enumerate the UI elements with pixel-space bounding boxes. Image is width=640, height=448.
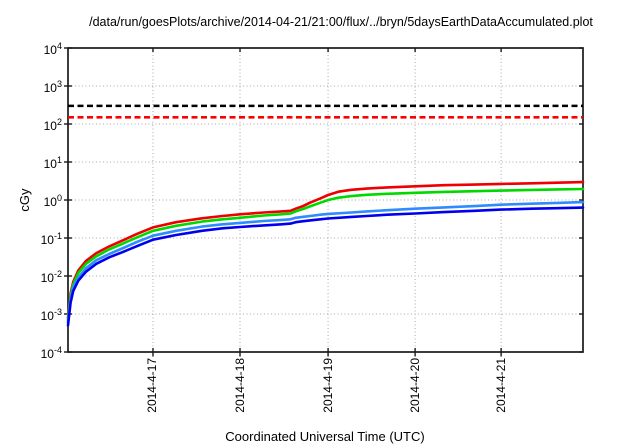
y-tick-label: 10-3	[40, 307, 62, 323]
y-tick-label: 10-1	[40, 231, 62, 247]
curve-red	[66, 180, 585, 319]
curve-light-blue	[66, 200, 585, 324]
x-tick-label: 2014-4-19	[320, 358, 335, 413]
y-tick-label: 104	[43, 41, 62, 57]
x-tick-label: 2014-4-18	[232, 358, 247, 413]
y-tick-label: 10-4	[40, 345, 62, 361]
x-tick-label: 2014-4-20	[407, 358, 422, 413]
x-axis-label: Coordinated Universal Time (UTC)	[225, 429, 425, 444]
y-tick-label: 102	[43, 117, 62, 133]
y-tick-label: 101	[43, 155, 62, 171]
y-tick-label: 10-2	[40, 269, 62, 285]
page-title: /data/run/goesPlots/archive/2014-04-21/2…	[89, 15, 593, 29]
x-tick-label: 2014-4-17	[145, 358, 160, 413]
x-tick-label: 2014-4-21	[493, 358, 508, 413]
curve-green	[66, 187, 585, 322]
y-tick-label: 100	[43, 193, 62, 209]
y-tick-label: 103	[43, 79, 62, 95]
curve-dark-blue	[66, 206, 585, 327]
